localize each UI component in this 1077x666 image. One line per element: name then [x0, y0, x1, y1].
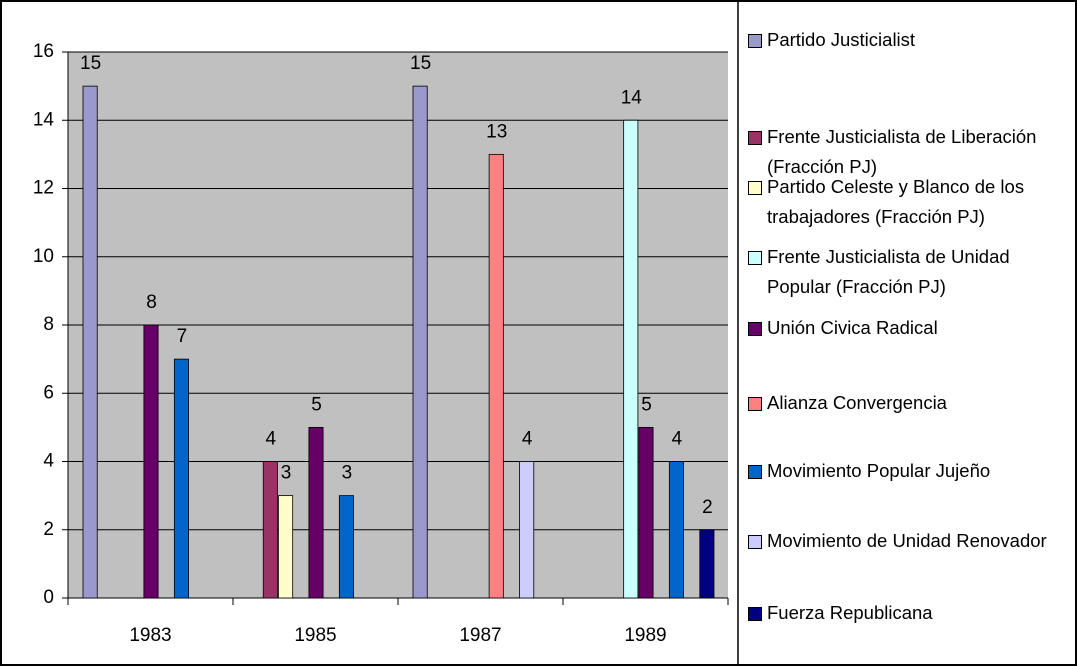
bar [519, 461, 535, 599]
legend-item: Movimiento Popular Jujeño [748, 456, 1073, 486]
x-tick-label: 1985 [294, 625, 336, 646]
value-label: 13 [486, 121, 507, 142]
value-label: 4 [266, 429, 277, 450]
bar [488, 153, 504, 599]
bar [82, 85, 98, 599]
legend-swatch [748, 322, 762, 336]
bar [623, 119, 639, 599]
x-tick-label: 1987 [459, 625, 501, 646]
value-label: 8 [146, 292, 157, 313]
bar [262, 461, 278, 599]
legend-swatch [748, 397, 762, 411]
legend-item: Partido Justicialist [748, 25, 1073, 55]
value-label: 5 [641, 394, 652, 415]
legend-label: Frente Justicialista de Liberación (Frac… [767, 126, 1037, 177]
value-label: 7 [177, 326, 188, 347]
value-label: 15 [410, 53, 431, 74]
legend-item: Fuerza Republicana [748, 598, 1073, 628]
value-label: 3 [281, 463, 292, 484]
legend-label: Partido Justicialist [767, 29, 916, 50]
legend-item: Alianza Convergencia [748, 388, 1073, 418]
legend-label: Movimiento Popular Jujeño [767, 460, 991, 481]
value-label: 15 [80, 53, 101, 74]
legend-label: Frente Justicialista de Unidad Popular (… [767, 246, 1010, 297]
y-tick-label: 4 [43, 451, 54, 472]
bar [412, 85, 428, 599]
legend-item: Frente Justicialista de Unidad Popular (… [748, 242, 1073, 302]
legend-item: Frente Justicialista de Liberación (Frac… [748, 122, 1073, 182]
legend-swatch [748, 607, 762, 621]
x-tick-label: 1983 [129, 625, 171, 646]
legend-label: Alianza Convergencia [767, 392, 947, 413]
legend-item: Movimiento de Unidad Renovador [748, 526, 1073, 556]
y-tick-label: 10 [33, 246, 54, 267]
value-label: 4 [522, 429, 533, 450]
y-tick-label: 12 [33, 178, 54, 199]
legend-label: Partido Celeste y Blanco de los trabajad… [767, 176, 1025, 227]
value-label: 14 [621, 87, 643, 108]
legend-swatch [748, 465, 762, 479]
value-label: 5 [311, 394, 322, 415]
bar [173, 358, 189, 599]
bar [278, 495, 294, 599]
legend-item: Unión Civica Radical [748, 313, 1073, 343]
bar [668, 461, 684, 599]
x-tick-label: 1989 [624, 625, 666, 646]
legend-swatch [748, 131, 762, 145]
bar [308, 426, 324, 599]
y-tick-label: 16 [33, 41, 54, 62]
y-tick-label: 8 [43, 314, 54, 335]
y-tick-label: 2 [43, 519, 54, 540]
value-label: 3 [342, 463, 353, 484]
y-tick-label: 14 [33, 109, 55, 130]
y-tick-label: 0 [43, 587, 54, 608]
bar [699, 529, 715, 599]
legend-swatch [748, 34, 762, 48]
legend-label: Unión Civica Radical [767, 317, 938, 338]
bar [638, 426, 654, 599]
bar [338, 495, 354, 599]
legend-label: Movimiento de Unidad Renovador [767, 530, 1047, 551]
bar [143, 324, 159, 599]
legend-label: Fuerza Republicana [767, 602, 933, 623]
legend-item: Partido Celeste y Blanco de los trabajad… [748, 172, 1073, 232]
legend-swatch [748, 251, 762, 265]
legend-swatch [748, 535, 762, 549]
y-tick-label: 6 [43, 382, 54, 403]
value-label: 2 [702, 497, 713, 518]
value-label: 4 [672, 429, 683, 450]
legend-swatch [748, 181, 762, 195]
